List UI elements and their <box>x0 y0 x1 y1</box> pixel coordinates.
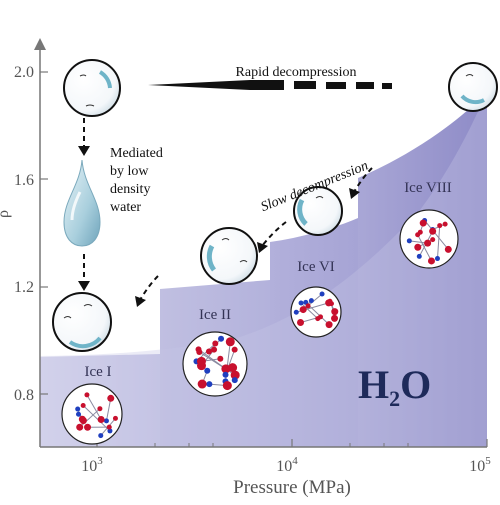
y-axis-title-fragment: ρ <box>0 210 12 218</box>
lattice-atom <box>417 254 422 259</box>
lattice-atom <box>75 407 80 412</box>
lattice-atom <box>331 308 338 315</box>
lattice-atom <box>204 368 210 374</box>
lattice-atom <box>76 424 83 431</box>
lattice-atom <box>97 406 102 411</box>
svg-text:Mediated: Mediated <box>110 146 163 161</box>
lattice-atom <box>76 412 81 417</box>
lattice-atom <box>437 223 442 228</box>
rapid-decompression-arrow <box>148 80 392 90</box>
crystal-ice-i-icon <box>62 384 122 444</box>
lattice-atom <box>424 240 431 247</box>
lattice-atom <box>79 416 86 423</box>
lattice-atom <box>98 416 105 423</box>
lattice-atom <box>228 363 237 372</box>
lattice-atom <box>297 319 304 326</box>
lattice-atom <box>430 237 435 242</box>
lattice-atom <box>212 340 218 346</box>
lattice-atom <box>232 377 238 383</box>
lattice-atom <box>107 395 114 402</box>
lattice-atom <box>331 315 338 322</box>
x-tick-label: 105 <box>469 455 491 475</box>
svg-text:density: density <box>110 182 150 197</box>
lattice-atom <box>428 257 435 264</box>
bubble-top-left-icon <box>64 60 120 116</box>
arrow-curve-ice-ii <box>140 276 158 300</box>
y-tick-label: 1.2 <box>14 279 34 296</box>
y-tick-label: 2.0 <box>14 64 34 81</box>
annotation-mediated: Mediated by low density water <box>110 146 163 215</box>
crystal-ice-viii-icon <box>400 210 458 268</box>
lattice-atom <box>309 298 314 303</box>
lattice-atom <box>196 349 202 355</box>
x-tick-label: 103 <box>81 455 103 475</box>
lattice-atom <box>294 310 299 315</box>
lattice-atom <box>429 228 436 235</box>
y-tick-label: 0.8 <box>14 387 34 404</box>
svg-text:by low: by low <box>110 164 149 179</box>
lattice-atom <box>223 372 229 378</box>
lattice-atom <box>443 222 448 227</box>
lattice-atom <box>206 381 212 387</box>
lattice-atom <box>414 244 421 251</box>
bubble-top-right-icon <box>449 63 497 111</box>
lattice-atom <box>226 337 235 346</box>
y-tick-label: 1.6 <box>14 172 34 189</box>
lattice-atom <box>84 424 91 431</box>
lattice-atom <box>218 336 224 342</box>
lattice-atom <box>81 403 86 408</box>
lattice-atom <box>98 433 103 438</box>
phase-label-ice-vi: Ice VI <box>297 259 335 275</box>
crystal-ice-vi-icon <box>291 287 341 337</box>
phase-label-ice-i: Ice I <box>84 364 111 380</box>
lattice-atom <box>211 347 217 353</box>
lattice-atom <box>217 356 223 362</box>
y-axis-arrow-icon <box>34 38 46 50</box>
lattice-atom <box>113 416 118 421</box>
lattice-atom <box>407 238 412 243</box>
lattice-atom <box>223 381 232 390</box>
lattice-atom <box>420 220 427 227</box>
lattice-atom <box>232 347 238 353</box>
x-axis-title: Pressure (MPa) <box>233 477 351 498</box>
lattice-atom <box>104 418 109 423</box>
lattice-atom <box>415 232 420 237</box>
lattice-atom <box>197 357 206 366</box>
bubble-bottom-left-icon <box>53 293 111 351</box>
lattice-atom <box>84 392 89 397</box>
phase-label-ice-viii: Ice VIII <box>404 180 452 196</box>
phase-label-ice-ii: Ice II <box>199 307 231 323</box>
lattice-atom <box>325 299 332 306</box>
x-tick-label: 104 <box>276 455 298 475</box>
lattice-atom <box>306 303 311 308</box>
bubble-ice-ii-icon <box>201 228 257 284</box>
lattice-atom <box>300 306 307 313</box>
lattice-atom <box>206 349 212 355</box>
lattice-atom <box>299 301 304 306</box>
lattice-atom <box>198 380 207 389</box>
lattice-atom <box>107 425 112 430</box>
lattice-atom <box>318 314 323 319</box>
lattice-atom <box>435 256 440 261</box>
crystal-ice-ii-icon <box>183 332 247 396</box>
lattice-atom <box>326 321 333 328</box>
svg-text:water: water <box>110 200 141 215</box>
water-droplet-icon <box>64 160 100 246</box>
lattice-atom <box>445 246 452 253</box>
annotation-rapid-decompression: Rapid decompression <box>236 65 357 80</box>
y-ticks <box>40 72 48 394</box>
lattice-atom <box>320 291 325 296</box>
